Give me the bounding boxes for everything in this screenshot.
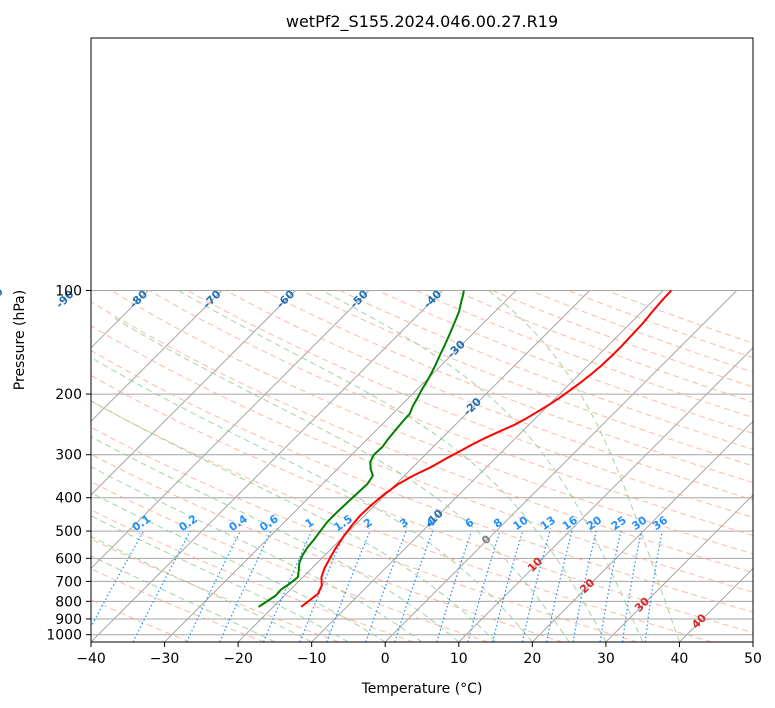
dry-adiabat <box>225 290 775 642</box>
dry-adiabat-label: -20 <box>461 395 484 418</box>
y-tick-label: 100 <box>55 283 82 299</box>
x-tick-label: −20 <box>223 651 253 667</box>
dry-adiabat-label: -100 <box>0 285 6 314</box>
isotherm-line <box>532 290 775 642</box>
isotherm-line <box>606 290 775 642</box>
y-tick-label: 300 <box>55 448 82 464</box>
x-tick-label: −30 <box>150 651 180 667</box>
x-tick-label: −10 <box>297 651 327 667</box>
x-axis-title: Temperature (°C) <box>361 681 483 697</box>
mixing-ratio-label: 2 <box>361 516 375 531</box>
x-tick-label: −40 <box>76 651 106 667</box>
mixing-ratio-label: 3 <box>397 516 411 531</box>
dry-adiabat-label: -10 <box>423 507 446 530</box>
mixing-ratio-label: 1 <box>303 516 317 531</box>
dry-adiabat <box>606 290 775 642</box>
isotherm-line <box>0 290 222 642</box>
background-grid <box>0 290 775 642</box>
dry-adiabat <box>35 290 775 642</box>
y-axis-title: Pressure (hPa) <box>12 290 28 390</box>
mixing-ratio-line <box>187 531 241 642</box>
isotherm-line <box>679 290 775 642</box>
mixing-ratio-label: 25 <box>609 513 629 532</box>
dry-adiabat-label: -30 <box>445 337 468 360</box>
y-tick-label: 500 <box>55 524 82 540</box>
mixing-ratio-line <box>264 531 312 642</box>
mixing-ratio-line <box>437 531 472 642</box>
moist-adiabat <box>0 469 312 642</box>
isotherm-line <box>238 290 590 642</box>
dry-adiabat <box>568 290 775 642</box>
isopleth-labels: 0.1 0.2 0.4 0.6 1 1.5 2 3 4 6 8 10 13 16 20 25 30 36-100-… <box>0 285 709 632</box>
isotherm-line <box>0 290 1 642</box>
plot-frame <box>91 38 753 642</box>
isotherm-line <box>459 290 775 642</box>
isotherm-line <box>91 290 443 642</box>
dry-adiabat <box>454 290 775 642</box>
dry-adiabat <box>0 290 264 642</box>
mixing-ratio-line <box>395 531 433 642</box>
mixing-ratio-label: 16 <box>560 513 580 533</box>
dry-adiabat-label: 30 <box>632 594 652 614</box>
mixing-ratio-label: 13 <box>538 514 558 533</box>
dry-adiabat-label: -70 <box>200 287 223 310</box>
y-tick-label: 900 <box>55 612 82 628</box>
isotherm-line <box>0 290 295 642</box>
mixing-ratio-line <box>522 531 550 642</box>
mixing-ratio-label: 20 <box>584 513 604 533</box>
isotherm-line <box>753 290 775 642</box>
mixing-ratio-label: 8 <box>491 516 505 531</box>
moist-adiabat <box>0 455 348 642</box>
dry-adiabat-label: 20 <box>577 576 597 596</box>
mixing-ratio-label: 36 <box>650 513 670 533</box>
y-tick-label: 200 <box>55 387 82 403</box>
y-tick-label: 1000 <box>46 628 82 644</box>
mixing-ratio-line <box>468 531 500 642</box>
moist-adiabat <box>52 378 495 642</box>
mixing-ratio-line <box>547 531 572 642</box>
x-tick-label: 20 <box>523 651 541 667</box>
mixing-ratio-line <box>623 531 642 642</box>
dry-adiabat-label: 40 <box>689 611 709 631</box>
x-tick-label: 50 <box>744 651 762 667</box>
y-tick-label: 600 <box>55 551 82 567</box>
dry-adiabat-label: 10 <box>525 554 545 574</box>
moist-adiabat <box>80 351 532 642</box>
mixing-ratio-line <box>83 531 144 642</box>
x-tick-label: 30 <box>597 651 615 667</box>
chart-title: wetPf2_S155.2024.046.00.27.R19 <box>286 12 558 32</box>
isotherm-line <box>385 290 737 642</box>
dry-adiabat-label: -50 <box>348 287 371 310</box>
y-tick-label: 800 <box>55 594 82 610</box>
mixing-ratio-label: 30 <box>629 513 649 533</box>
y-tick-label: 700 <box>55 574 82 590</box>
x-tick-label: 40 <box>671 651 689 667</box>
dewpoint-line <box>259 290 464 606</box>
dry-adiabat <box>0 290 712 642</box>
dry-adiabat <box>340 290 775 642</box>
x-tick-label: 0 <box>381 651 390 667</box>
moist-adiabat <box>114 318 569 642</box>
x-tick-label: 10 <box>450 651 468 667</box>
y-tick-label: 400 <box>55 491 82 507</box>
